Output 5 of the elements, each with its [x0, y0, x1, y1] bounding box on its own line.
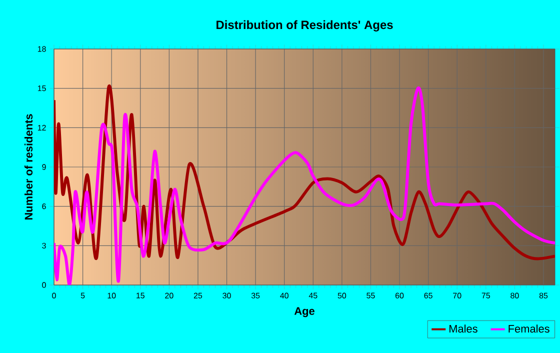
chart-title: Distribution of Residents' Ages	[216, 20, 393, 32]
legend-label: Males	[450, 324, 478, 333]
legend-label: Females	[508, 324, 550, 333]
y-axis-title: Number of residents	[24, 114, 33, 220]
x-axis-title: Age	[294, 307, 314, 318]
